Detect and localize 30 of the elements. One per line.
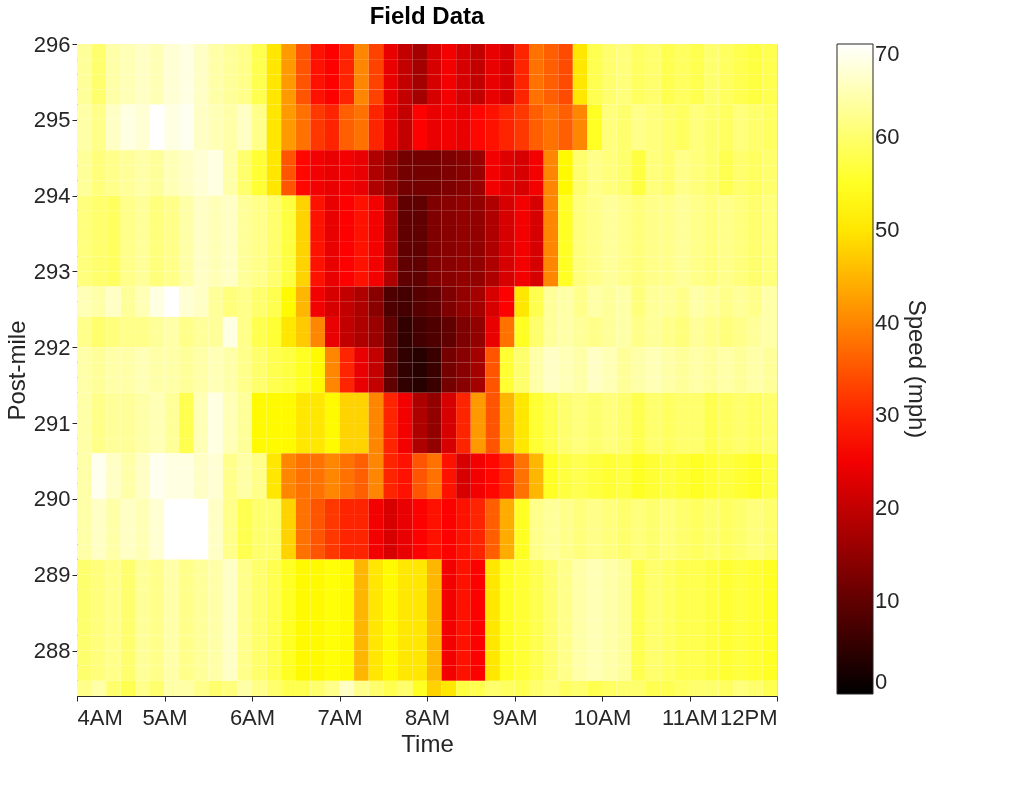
x-tick-label: 11AM <box>662 704 718 730</box>
y-tick-label: 295 <box>33 107 71 133</box>
x-tick-label: 5AM <box>142 704 188 730</box>
chart-title: Field Data <box>369 2 485 29</box>
color-bar-label: 70 <box>875 41 900 66</box>
color-bar-title: Speed (mph) <box>904 299 931 439</box>
x-axis-title: Time <box>401 729 454 757</box>
x-tick-label: 10AM <box>573 704 632 730</box>
x-tick-label: 7AM <box>317 704 363 730</box>
x-tick-label: 12PM <box>720 704 778 730</box>
color-bar-label: 20 <box>875 495 900 521</box>
y-tick-label: 289 <box>33 562 71 588</box>
y-tick-label: 292 <box>33 334 71 360</box>
color-bar-label: 0 <box>875 669 888 694</box>
y-tick-label: 288 <box>33 638 71 664</box>
x-tick-label: 6AM <box>229 704 276 730</box>
y-tick-label: 293 <box>33 258 71 284</box>
color-bar-label: 10 <box>875 588 900 614</box>
y-tick-label: 294 <box>33 183 71 209</box>
color-bar-label: 60 <box>875 123 900 149</box>
color-bar-label: 50 <box>875 216 900 242</box>
y-axis-title: Post-mile <box>2 320 30 421</box>
color-bar-label: 30 <box>875 402 900 428</box>
x-tick-label: 9AM <box>492 704 538 730</box>
y-tick-label: 290 <box>33 486 71 512</box>
y-tick-label: 291 <box>33 410 71 436</box>
color-bar-label: 40 <box>875 309 900 335</box>
y-tick-label: 296 <box>33 31 71 57</box>
x-tick-label: 4AM <box>77 704 123 730</box>
x-tick-label: 8AM <box>404 704 451 730</box>
